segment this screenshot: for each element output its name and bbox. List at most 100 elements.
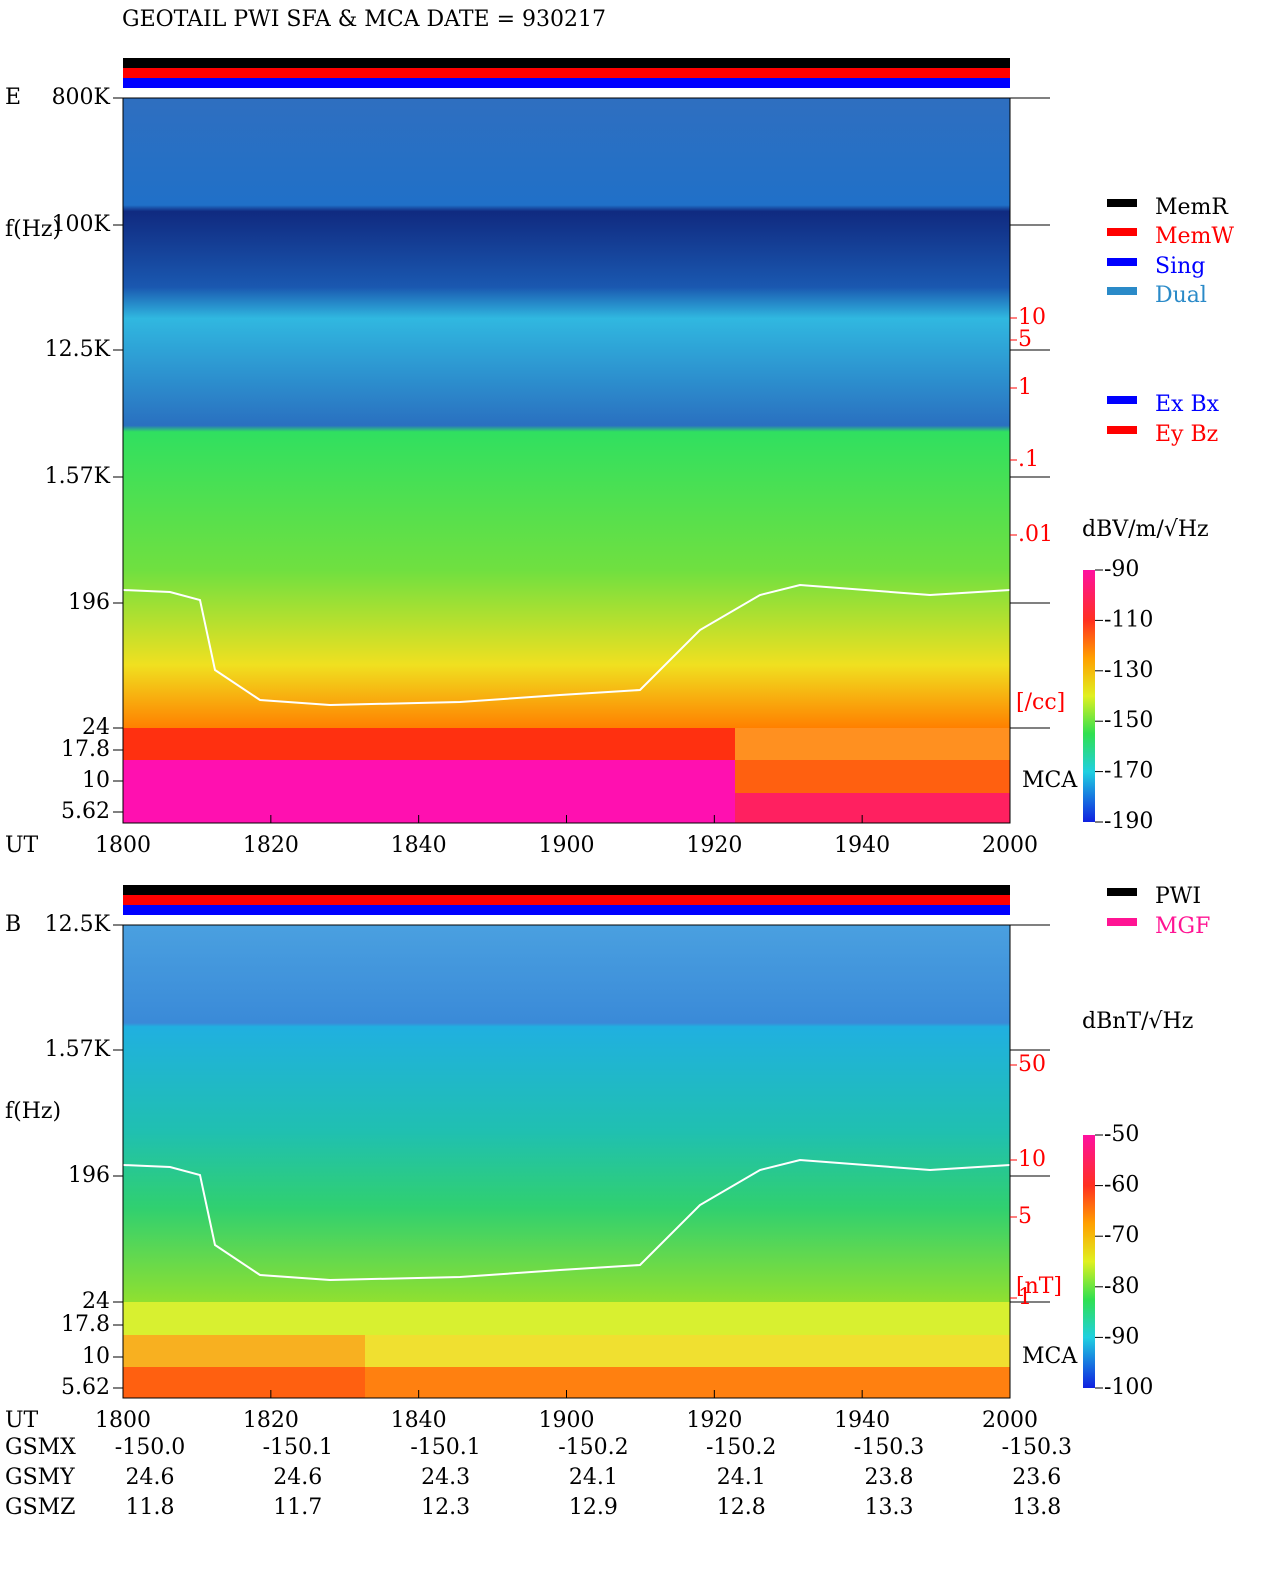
legend-swatch — [1107, 228, 1137, 236]
orbit-value: 11.8 — [126, 1495, 175, 1520]
x-axis-label: UT — [5, 1408, 39, 1433]
panel-label: E — [5, 85, 21, 110]
legend-label: MGF — [1155, 914, 1210, 939]
status-bar — [123, 58, 1010, 68]
legend-label: MemR — [1155, 195, 1229, 220]
mca-band — [123, 1302, 365, 1335]
status-bar — [123, 68, 1010, 78]
status-bar — [123, 885, 1010, 895]
mca-band — [123, 728, 735, 760]
mca-band — [123, 1367, 365, 1398]
y-tick-label: 17.8 — [61, 737, 110, 762]
legend-label: Dual — [1155, 283, 1207, 308]
x-tick-label: 1940 — [834, 833, 890, 858]
mca-band — [123, 760, 735, 793]
x-tick-label: 1940 — [834, 1408, 890, 1433]
y-tick-label: 12.5K — [45, 912, 111, 937]
x-axis-label: UT — [5, 833, 39, 858]
y-axis-label: f(Hz) — [5, 1099, 61, 1124]
density-tick-label: 10 — [1018, 1147, 1046, 1172]
orbit-value: 13.8 — [1012, 1495, 1061, 1520]
colorbar-tick-label: -70 — [1104, 1223, 1139, 1248]
y-tick-label: 1.57K — [45, 464, 111, 489]
density-tick-label: 10 — [1018, 305, 1046, 330]
legend-swatch — [1107, 918, 1137, 926]
density-tick-label: 50 — [1018, 1052, 1046, 1077]
orbit-value: 23.6 — [1012, 1465, 1061, 1490]
density-tick-label: 5 — [1018, 327, 1032, 352]
x-tick-label: 1840 — [391, 1408, 447, 1433]
orbit-value: -150.3 — [1002, 1435, 1072, 1460]
title: GEOTAIL PWI SFA & MCA DATE = 930217 — [122, 7, 606, 32]
x-tick-label: 1800 — [95, 833, 151, 858]
orbit-label: GSMZ — [5, 1495, 75, 1520]
y-tick-label: 5.62 — [61, 1375, 110, 1400]
orbit-value: 12.3 — [421, 1495, 470, 1520]
colorbar — [1083, 570, 1095, 822]
orbit-value: 24.6 — [126, 1465, 175, 1490]
plasma-line — [122, 583, 1011, 707]
orbit-value: 24.1 — [717, 1465, 766, 1490]
x-tick-label: 1920 — [686, 1408, 742, 1433]
colorbar-tick-label: -130 — [1104, 658, 1153, 683]
y-tick-label: 196 — [68, 590, 110, 615]
legend-swatch — [1107, 888, 1137, 896]
density-tick-label: .1 — [1018, 447, 1039, 472]
legend-swatch — [1107, 199, 1137, 207]
x-tick-label: 1820 — [243, 833, 299, 858]
mca-band — [365, 1335, 1010, 1367]
colorbar-tick-label: -80 — [1104, 1274, 1139, 1299]
legend-label: Ex Bx — [1155, 392, 1220, 417]
legend-swatch — [1107, 258, 1137, 266]
orbit-label: GSMX — [5, 1435, 76, 1460]
orbit-value: 11.7 — [273, 1495, 322, 1520]
y-tick-label: 10 — [82, 1344, 110, 1369]
y-tick-label: 17.8 — [61, 1312, 110, 1337]
density-unit: [/cc] — [1016, 690, 1065, 715]
x-tick-label: 2000 — [982, 833, 1038, 858]
x-tick-label: 2000 — [982, 1408, 1038, 1433]
colorbar-tick-label: -90 — [1104, 557, 1139, 582]
orbit-label: GSMY — [5, 1465, 75, 1490]
spectrogram — [123, 98, 1010, 728]
legend-label: Sing — [1155, 254, 1205, 279]
spectrogram — [123, 925, 1010, 1302]
colorbar-tick-label: -50 — [1104, 1122, 1139, 1147]
orbit-value: -150.2 — [558, 1435, 628, 1460]
orbit-value: 13.3 — [865, 1495, 914, 1520]
density-unit: [nT] — [1016, 1274, 1062, 1299]
status-bar — [123, 905, 1010, 915]
density-tick-label: .01 — [1018, 522, 1053, 547]
y-tick-label: 196 — [68, 1163, 110, 1188]
mca-band — [123, 793, 735, 823]
mca-label: MCA — [1022, 1344, 1078, 1369]
colorbar-tick-label: -100 — [1104, 1375, 1153, 1400]
colorbar-tick-label: -60 — [1104, 1173, 1139, 1198]
colorbar-tick-label: -190 — [1104, 809, 1153, 834]
mca-band — [365, 1367, 1010, 1398]
colorbar-tick-label: -90 — [1104, 1324, 1139, 1349]
colorbar-tick-label: -150 — [1104, 708, 1153, 733]
colorbar-tick-label: -170 — [1104, 759, 1153, 784]
orbit-value: 12.9 — [569, 1495, 618, 1520]
y-tick-label: 5.62 — [61, 799, 110, 824]
orbit-value: 12.8 — [717, 1495, 766, 1520]
legend-label: PWI — [1155, 884, 1201, 909]
mca-band — [123, 1335, 365, 1367]
y-tick-label: 800K — [52, 85, 111, 110]
y-tick-label: 1.57K — [45, 1037, 111, 1062]
density-tick-label: 5 — [1018, 1204, 1032, 1229]
mca-band — [735, 793, 1010, 823]
y-tick-label: 24 — [82, 1289, 110, 1314]
legend-swatch — [1107, 396, 1137, 404]
orbit-value: 23.8 — [865, 1465, 914, 1490]
y-tick-label: 24 — [82, 715, 110, 740]
colorbar — [1083, 1135, 1095, 1388]
mca-band — [735, 760, 1010, 793]
colorbar-title: dBV/m/√Hz — [1082, 517, 1209, 542]
x-tick-label: 1900 — [539, 833, 595, 858]
x-tick-label: 1900 — [539, 1408, 595, 1433]
orbit-value: -150.1 — [263, 1435, 333, 1460]
legend-label: Ey Bz — [1155, 422, 1218, 447]
